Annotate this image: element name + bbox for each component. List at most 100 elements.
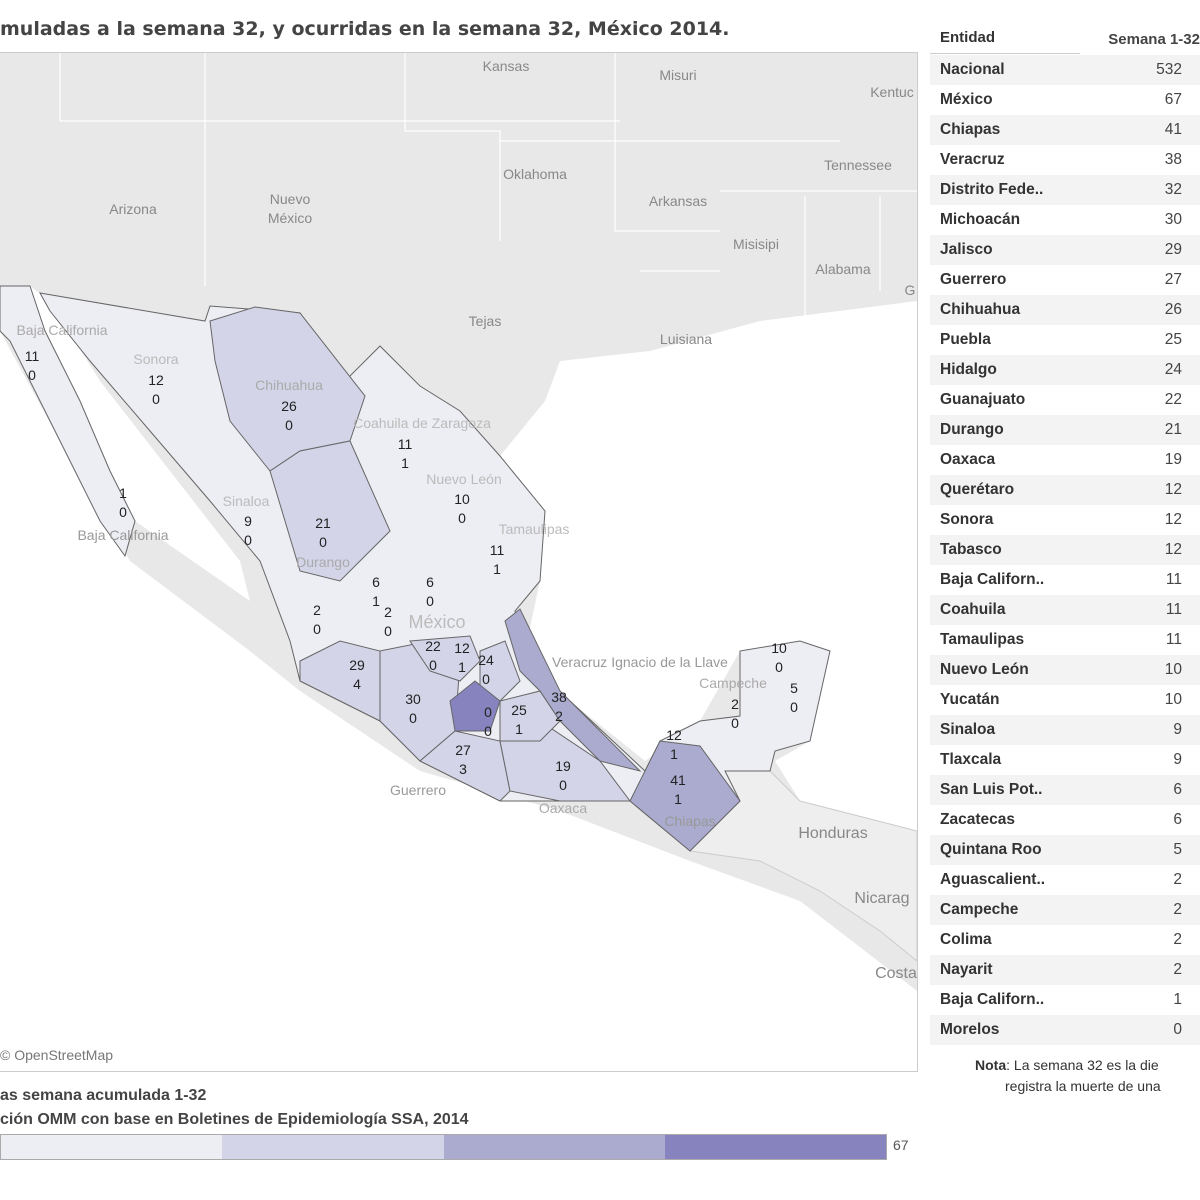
- table-row[interactable]: Baja Californ.. 11: [930, 565, 1200, 595]
- entity-name: Aguascalient..: [940, 871, 1046, 888]
- state-label-durango[interactable]: 21 0: [315, 514, 331, 552]
- state-label-sonora[interactable]: 12 0: [148, 371, 164, 409]
- entity-name: Baja Californ..: [940, 991, 1045, 1008]
- state-total: 2: [313, 602, 321, 618]
- table-row[interactable]: Nacional 532: [930, 55, 1200, 85]
- state-label-oaxaca[interactable]: 19 0: [555, 757, 571, 795]
- state-label-chihuahua[interactable]: 26 0: [281, 397, 297, 435]
- table-row[interactable]: Guerrero 27: [930, 265, 1200, 295]
- table-row[interactable]: Veracruz 38: [930, 145, 1200, 175]
- table-row[interactable]: Michoacán 30: [930, 205, 1200, 235]
- state-label-yucatan[interactable]: 10 0: [771, 639, 787, 677]
- table-row[interactable]: Puebla 25: [930, 325, 1200, 355]
- table-row[interactable]: San Luis Pot.. 6: [930, 775, 1200, 805]
- map-label-misisipi: Misisipi: [733, 236, 779, 252]
- table-row[interactable]: Quintana Roo 5: [930, 835, 1200, 865]
- entity-count: 9: [1173, 751, 1182, 768]
- faint-label: Oaxaca: [538, 800, 588, 816]
- table-row[interactable]: Hidalgo 24: [930, 355, 1200, 385]
- entity-name: Michoacán: [940, 211, 1021, 228]
- state-label-queretaro[interactable]: 12 1: [454, 639, 470, 677]
- table-row[interactable]: Tamaulipas 11: [930, 625, 1200, 655]
- table-row[interactable]: Querétaro 12: [930, 475, 1200, 505]
- table-row[interactable]: Nayarit 2: [930, 955, 1200, 985]
- mexico-states: [0, 285, 831, 852]
- table-row[interactable]: Zacatecas 6: [930, 805, 1200, 835]
- table-row[interactable]: Colima 2: [930, 925, 1200, 955]
- entity-name: Nayarit: [940, 961, 993, 978]
- entity-name: Tamaulipas: [940, 631, 1025, 648]
- column-header-semana[interactable]: Semana 1-32: [1108, 30, 1200, 48]
- state-label-tabasco[interactable]: 12 1: [666, 726, 682, 764]
- faint-label: México: [408, 612, 466, 632]
- pacific-ocean: [0, 331, 917, 1071]
- column-header-entidad[interactable]: Entidad: [930, 24, 1080, 54]
- gulf-of-mexico: [500, 301, 917, 761]
- state-week: 1: [515, 721, 523, 737]
- state-label-hidalgo[interactable]: 24 0: [478, 651, 494, 689]
- table-row[interactable]: Sonora 12: [930, 505, 1200, 535]
- state-label-coahuila[interactable]: 11 1: [398, 435, 413, 473]
- legend-bin-1: [1, 1135, 223, 1159]
- table-row[interactable]: Sinaloa 9: [930, 715, 1200, 745]
- state-label-puebla[interactable]: 25 1: [511, 701, 527, 739]
- state-label-tamaulipas[interactable]: 11 1: [490, 541, 505, 579]
- table-row[interactable]: Nuevo León 10: [930, 655, 1200, 685]
- map-label-nicaragua: Nicarag: [854, 890, 910, 907]
- table-row[interactable]: Jalisco 29: [930, 235, 1200, 265]
- entity-count: 6: [1173, 781, 1182, 798]
- table-row[interactable]: Baja Californ.. 1: [930, 985, 1200, 1015]
- state-week: 2: [555, 708, 563, 724]
- table-row[interactable]: Chihuahua 26: [930, 295, 1200, 325]
- table-row[interactable]: Tlaxcala 9: [930, 745, 1200, 775]
- state-label-chiapas[interactable]: 41 1: [670, 771, 686, 809]
- table-row[interactable]: Aguascalient.. 2: [930, 865, 1200, 895]
- entity-count: 11: [1165, 631, 1182, 648]
- table-row[interactable]: Yucatán 10: [930, 685, 1200, 715]
- table-row[interactable]: Guanajuato 22: [930, 385, 1200, 415]
- entity-name: Veracruz: [940, 151, 1005, 168]
- faint-label: Baja California: [77, 527, 169, 543]
- state-label-guanajuato[interactable]: 22 0: [425, 637, 441, 675]
- map[interactable]: Kansas Misuri Kentuc Tennessee Oklahoma …: [0, 52, 918, 1072]
- state-label-veracruz[interactable]: 38 2: [551, 688, 567, 726]
- faint-label: Tamaulipas: [498, 521, 570, 537]
- faint-label: Durango: [296, 554, 350, 570]
- state-label-jalisco[interactable]: 29 4: [349, 656, 365, 694]
- state-total: 11: [24, 348, 40, 364]
- table-row[interactable]: Distrito Fede.. 32: [930, 175, 1200, 205]
- map-attribution[interactable]: © OpenStreetMap: [0, 1047, 114, 1063]
- state-total: 41: [670, 772, 686, 788]
- state-label-nuevo-leon[interactable]: 10 0: [454, 490, 470, 528]
- state-label-guerrero[interactable]: 27 3: [455, 741, 471, 779]
- entity-count: 29: [1164, 241, 1182, 258]
- table-row[interactable]: Tabasco 12: [930, 535, 1200, 565]
- table-row[interactable]: Campeche 2: [930, 895, 1200, 925]
- state-total: 22: [425, 638, 441, 654]
- entity-name: San Luis Pot..: [940, 781, 1043, 798]
- state-total: 1: [119, 485, 127, 501]
- map-label-arizona: Arizona: [109, 201, 157, 217]
- faint-label: Nuevo León: [426, 471, 502, 487]
- state-label-michoacan[interactable]: 30 0: [405, 690, 421, 728]
- table-row[interactable]: México 67: [930, 85, 1200, 115]
- table-row[interactable]: Coahuila 11: [930, 595, 1200, 625]
- table-row[interactable]: Morelos 0: [930, 1015, 1200, 1045]
- table-row[interactable]: Chiapas 41: [930, 115, 1200, 145]
- state-week: 1: [401, 455, 409, 471]
- state-total: 21: [315, 515, 331, 531]
- table-row[interactable]: Durango 21: [930, 415, 1200, 445]
- table-row[interactable]: Oaxaca 19: [930, 445, 1200, 475]
- state-week: 0: [119, 504, 127, 520]
- entity-name: Puebla: [940, 331, 991, 348]
- state-label-baja-california[interactable]: 11 0: [25, 347, 40, 385]
